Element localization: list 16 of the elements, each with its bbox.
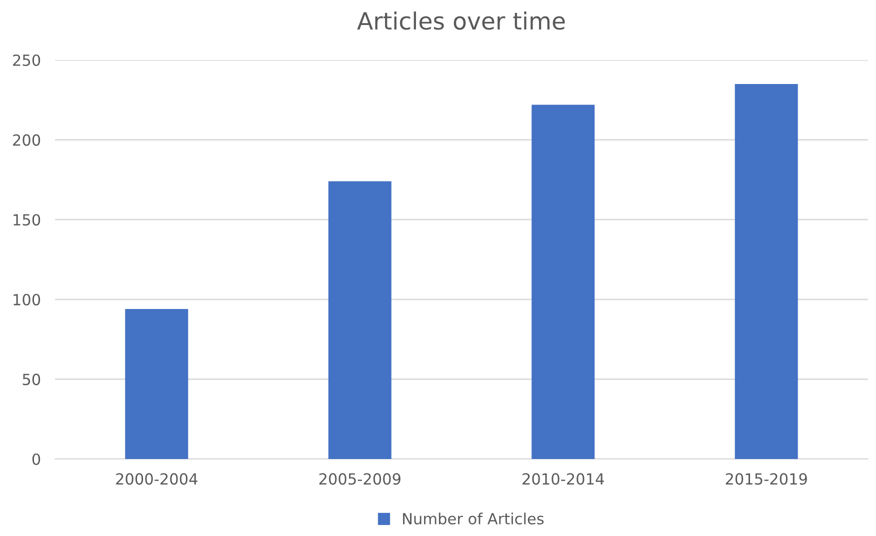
x-tick-label: 2000-2004 (116, 473, 198, 485)
y-tick-label: 50 (22, 374, 40, 386)
bar (125, 308, 188, 459)
y-tick-label: 150 (14, 214, 40, 226)
y-tick-label: 0 (32, 453, 40, 466)
y-tick-label: 250 (13, 54, 40, 66)
x-tick-label: 2005-2009 (319, 473, 400, 485)
legend-label: Number of Articles (403, 512, 544, 524)
y-tick-label: 100 (14, 294, 40, 306)
bar (532, 104, 595, 459)
bar (328, 181, 392, 459)
y-tick-label: 200 (13, 134, 40, 146)
bar (734, 84, 798, 459)
chart-title: Articles over time (357, 12, 565, 30)
x-tick-label: 2015-2019 (726, 473, 807, 485)
x-tick-label: 2010-2014 (522, 473, 604, 485)
